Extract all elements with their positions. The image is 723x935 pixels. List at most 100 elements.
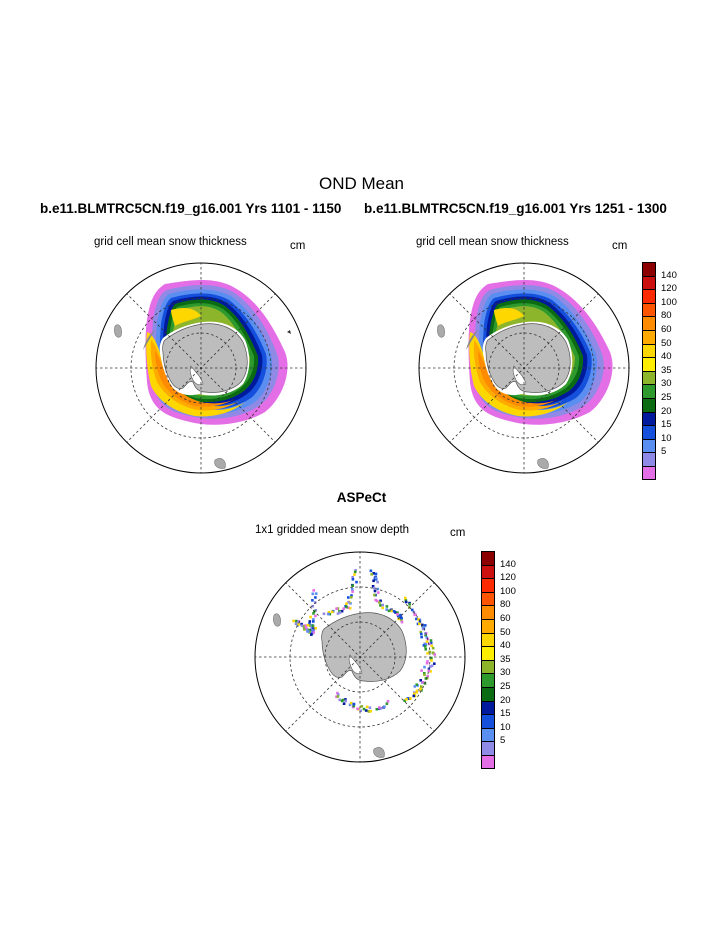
observation-cell bbox=[419, 679, 422, 682]
observation-cell bbox=[404, 599, 408, 602]
observation-cell bbox=[348, 703, 352, 707]
colorbar-label: 15 bbox=[661, 419, 672, 431]
observation-cell bbox=[314, 614, 317, 618]
observation-cell bbox=[415, 617, 418, 621]
observation-cell bbox=[335, 607, 338, 610]
observation-cell bbox=[308, 620, 312, 623]
observation-cell bbox=[362, 707, 366, 711]
observation-cell bbox=[336, 612, 340, 615]
observation-cell bbox=[375, 707, 379, 711]
colorbar-label: 100 bbox=[500, 585, 516, 597]
run-title-right: b.e11.BLMTRC5CN.f19_g16.001 Yrs 1251 - 1… bbox=[364, 201, 667, 216]
colorbar-label: 50 bbox=[661, 337, 672, 349]
observation-cell bbox=[336, 607, 340, 610]
observation-cell bbox=[373, 593, 376, 597]
observation-cell bbox=[300, 622, 303, 626]
colorbar-label: 140 bbox=[661, 269, 677, 281]
observation-cell bbox=[404, 600, 408, 604]
observation-cell bbox=[423, 672, 426, 675]
colorbar-label: 120 bbox=[500, 572, 516, 584]
colorbar-label: 40 bbox=[500, 640, 511, 652]
observation-cell bbox=[369, 569, 373, 573]
observation-cell bbox=[311, 599, 314, 602]
observation-cell bbox=[369, 710, 372, 713]
observation-cell bbox=[372, 586, 376, 590]
aspect-map bbox=[254, 551, 466, 763]
observation-cell bbox=[353, 570, 357, 574]
observation-cell bbox=[400, 616, 403, 620]
observation-cell bbox=[424, 624, 427, 627]
observation-cell bbox=[403, 699, 407, 703]
observation-cell bbox=[300, 624, 304, 627]
observation-cell bbox=[385, 605, 389, 608]
observation-cell bbox=[355, 580, 358, 584]
observation-cell bbox=[351, 587, 354, 591]
observation-cell bbox=[420, 635, 423, 639]
model-map-right bbox=[418, 262, 630, 474]
observation-cell bbox=[313, 601, 317, 604]
observation-cell bbox=[406, 697, 410, 700]
observation-cell bbox=[297, 623, 300, 626]
colorbar-label: 10 bbox=[661, 432, 672, 444]
observation-cell bbox=[396, 614, 400, 618]
observation-cell bbox=[430, 644, 434, 648]
observation-cell bbox=[292, 619, 295, 623]
observation-cell bbox=[409, 697, 412, 700]
observation-cell bbox=[336, 695, 340, 698]
observation-cell bbox=[331, 610, 334, 614]
observation-cell bbox=[405, 698, 408, 701]
colorbar-label: 35 bbox=[500, 653, 511, 665]
observation-cell bbox=[379, 604, 382, 607]
observation-cell bbox=[381, 606, 384, 610]
observation-cell bbox=[336, 691, 339, 695]
observation-cell bbox=[359, 709, 362, 713]
observation-cell bbox=[411, 608, 414, 612]
observation-cell bbox=[428, 650, 431, 654]
observation-cell bbox=[387, 609, 391, 613]
observation-cell bbox=[424, 645, 427, 648]
observation-cell bbox=[385, 702, 389, 705]
observation-cell bbox=[352, 702, 356, 706]
observation-cell bbox=[400, 618, 403, 622]
observation-cell bbox=[303, 626, 306, 630]
colorbar-label: 5 bbox=[661, 446, 667, 458]
observation-cell bbox=[340, 609, 344, 613]
observation-cell bbox=[351, 584, 354, 587]
observation-cell bbox=[374, 572, 378, 576]
observation-cell bbox=[381, 603, 384, 607]
observation-cell bbox=[424, 677, 428, 680]
observation-cell bbox=[429, 641, 433, 645]
observation-cell bbox=[400, 620, 404, 624]
observation-cell bbox=[351, 576, 354, 579]
colorbar-label: 35 bbox=[661, 364, 672, 376]
observation-cell bbox=[376, 580, 379, 584]
colorbar-label: 40 bbox=[661, 351, 672, 363]
observation-cell bbox=[420, 685, 423, 688]
colorbar-label: 20 bbox=[661, 405, 672, 417]
observation-cell bbox=[297, 620, 300, 624]
observation-cell bbox=[351, 578, 355, 581]
observation-cell bbox=[430, 659, 433, 662]
observation-cell bbox=[303, 628, 306, 631]
colorbar-label: 20 bbox=[500, 694, 511, 706]
observation-cell bbox=[314, 626, 317, 630]
observation-cell bbox=[413, 692, 416, 696]
observation-cell bbox=[368, 706, 372, 709]
observation-cell bbox=[327, 612, 330, 616]
observation-cell bbox=[415, 689, 419, 693]
colorbar-label: 60 bbox=[661, 324, 672, 335]
observation-cell bbox=[424, 643, 428, 646]
observation-cell bbox=[312, 612, 315, 615]
observation-cell bbox=[308, 622, 311, 626]
observation-cell bbox=[356, 707, 359, 711]
observation-cell bbox=[350, 596, 353, 599]
observation-cell bbox=[304, 624, 307, 627]
panel-aspect-units: cm bbox=[450, 527, 466, 539]
observation-cell bbox=[311, 624, 315, 627]
observation-cell bbox=[426, 660, 429, 663]
observation-cell bbox=[371, 585, 375, 588]
model-map-left bbox=[95, 262, 307, 474]
observation-cell bbox=[341, 698, 345, 702]
observation-cell bbox=[425, 640, 429, 643]
observation-cell bbox=[425, 661, 429, 665]
